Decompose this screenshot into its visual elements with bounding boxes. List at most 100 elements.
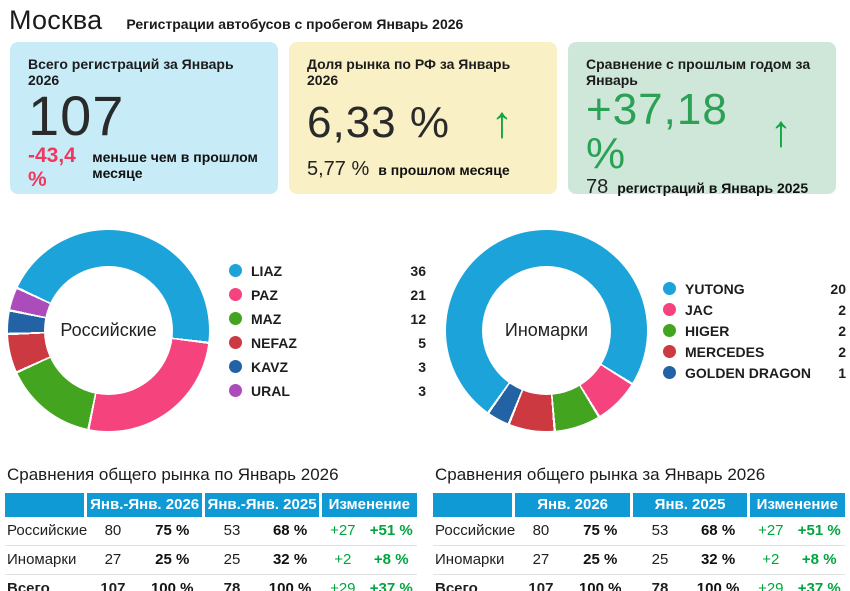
- table-header-change: Изменение: [746, 493, 845, 517]
- series-value: 3: [418, 382, 426, 399]
- card-value: 107: [28, 84, 125, 147]
- series-label: LIAZ: [251, 262, 283, 279]
- donut-charts-row: Российские LIAZ 36 PAZ 21 MAZ 12 NEFAZ 5 KAVZ 3 UR…: [8, 230, 850, 431]
- series-label: PAZ: [251, 286, 278, 303]
- cell-value: +2: [320, 545, 366, 575]
- cell-value: +8 %: [793, 545, 845, 575]
- table-block-month: Сравнения общего рынка за Январь 2026 Ян…: [433, 465, 845, 591]
- up-arrow-icon: ↑: [770, 107, 792, 156]
- cell-value: 68 %: [688, 517, 749, 546]
- row-label: Иномарки: [433, 545, 514, 575]
- series-color-dot-icon: [663, 324, 676, 337]
- legend-item[interactable]: MERCEDES 2: [663, 341, 846, 362]
- series-color-dot-icon: [229, 288, 242, 301]
- cell-value: +51 %: [793, 517, 845, 546]
- cell-value: 100 %: [140, 574, 204, 591]
- series-value: 2: [838, 322, 846, 339]
- card-title: Доля рынка по РФ за Январь 2026: [307, 56, 511, 88]
- card-delta: -43,4 %: [28, 144, 76, 191]
- legend-item[interactable]: GOLDEN DRAGON 1: [663, 362, 846, 383]
- series-label: MERCEDES: [685, 343, 765, 360]
- cell-value: 78: [631, 574, 688, 591]
- cell-value: 25: [203, 545, 260, 575]
- cell-value: 100 %: [568, 574, 632, 591]
- legend-item[interactable]: MAZ 12: [229, 307, 426, 331]
- table-header-change: Изменение: [318, 493, 417, 517]
- table-row: Иномарки 27 25 % 25 32 % +2 +8 %: [433, 545, 845, 575]
- page-subtitle: Регистрации автобусов с пробегом Январь …: [126, 16, 464, 32]
- legend-item[interactable]: YUTONG 20: [663, 278, 846, 299]
- cell-value: 53: [203, 517, 260, 546]
- series-value: 3: [418, 358, 426, 375]
- row-label: Всего: [5, 574, 86, 591]
- series-label: MAZ: [251, 310, 282, 327]
- up-arrow-icon: ↑: [491, 98, 513, 147]
- legend-item[interactable]: KAVZ 3: [229, 355, 426, 379]
- comparison-table-cumulative: Янв.-Янв. 2026 Янв.-Янв. 2025 Изменение …: [5, 493, 417, 591]
- table-header-period-current: Янв.-Янв. 2026: [83, 493, 204, 517]
- donut-chart-russian[interactable]: Российские: [8, 230, 209, 431]
- card-title: Сравнение с прошлым годом за Январь: [586, 56, 811, 88]
- row-label: Всего: [433, 574, 514, 591]
- cell-value: +29: [320, 574, 366, 591]
- series-color-dot-icon: [229, 312, 242, 325]
- series-color-dot-icon: [229, 360, 242, 373]
- cell-value: 32 %: [688, 545, 749, 575]
- table-header-period-previous: Янв. 2025: [630, 493, 749, 517]
- kpi-card-total-registrations: Всего регистраций за Январь 2026 107 -43…: [10, 42, 278, 194]
- series-label: GOLDEN DRAGON: [685, 364, 811, 381]
- donut-center-label: Российские: [60, 320, 157, 340]
- series-color-dot-icon: [663, 366, 676, 379]
- series-value: 21: [410, 286, 426, 303]
- card-prev-note: в прошлом месяце: [378, 162, 510, 178]
- series-color-dot-icon: [663, 303, 676, 316]
- table-header-empty: [433, 493, 514, 517]
- cell-value: 75 %: [140, 517, 204, 546]
- card-value: 6,33 %: [307, 98, 450, 147]
- cell-value: 107: [85, 574, 141, 591]
- card-title: Всего регистраций за Январь 2026: [28, 56, 234, 88]
- row-label: Российские: [433, 517, 515, 546]
- series-color-dot-icon: [663, 282, 676, 295]
- legend-item[interactable]: URAL 3: [229, 379, 426, 403]
- donut-hole: Российские: [44, 266, 173, 395]
- table-header-period-previous: Янв.-Янв. 2025: [202, 493, 321, 517]
- cell-value: 100 %: [260, 574, 321, 591]
- legend-item[interactable]: PAZ 21: [229, 283, 426, 307]
- table-title: Сравнения общего рынка по Январь 2026: [7, 465, 339, 484]
- cell-value: +37 %: [793, 574, 845, 591]
- series-label: NEFAZ: [251, 334, 297, 351]
- table-row: Иномарки 27 25 % 25 32 % +2 +8 %: [5, 545, 417, 575]
- legend-foreign-brands: YUTONG 20 JAC 2 HIGER 2 MERCEDES 2 GOLDEN DRAGON…: [663, 278, 846, 383]
- kpi-cards-row: Всего регистраций за Январь 2026 107 -43…: [10, 42, 845, 198]
- series-color-dot-icon: [663, 345, 676, 358]
- table-row: Всего 107 100 % 78 100 % +29 +37 %: [433, 574, 845, 591]
- page-header: Москва Регистрации автобусов с пробегом …: [0, 0, 850, 36]
- table-block-cumulative: Сравнения общего рынка по Январь 2026 Ян…: [5, 465, 417, 591]
- table-header-empty: [5, 493, 86, 517]
- series-label: URAL: [251, 382, 290, 399]
- cell-value: 78: [203, 574, 260, 591]
- cell-value: +27: [748, 517, 794, 546]
- legend-item[interactable]: NEFAZ 5: [229, 331, 426, 355]
- cell-value: 53: [631, 517, 688, 546]
- series-value: 2: [838, 343, 846, 360]
- russian-brands-chart-block: Российские LIAZ 36 PAZ 21 MAZ 12 NEFAZ 5 KAVZ 3 UR…: [8, 230, 426, 431]
- legend-item[interactable]: HIGER 2: [663, 320, 846, 341]
- cell-value: +2: [748, 545, 794, 575]
- table-title: Сравнения общего рынка за Январь 2026: [435, 465, 766, 484]
- row-label: Российские: [5, 517, 87, 546]
- cell-value: +37 %: [365, 574, 417, 591]
- series-label: YUTONG: [685, 280, 745, 297]
- legend-item[interactable]: LIAZ 36: [229, 259, 426, 283]
- cell-value: 25: [631, 545, 688, 575]
- table-row: Российские 80 75 % 53 68 % +27 +51 %: [433, 517, 845, 546]
- cell-value: 107: [513, 574, 569, 591]
- donut-chart-foreign[interactable]: Иномарки: [446, 230, 647, 431]
- page-title: Москва: [9, 5, 103, 35]
- cell-value: 25 %: [568, 545, 632, 575]
- series-label: JAC: [685, 301, 714, 318]
- table-row: Всего 107 100 % 78 100 % +29 +37 %: [5, 574, 417, 591]
- legend-item[interactable]: JAC 2: [663, 299, 846, 320]
- card-value: +37,18 %: [586, 85, 728, 178]
